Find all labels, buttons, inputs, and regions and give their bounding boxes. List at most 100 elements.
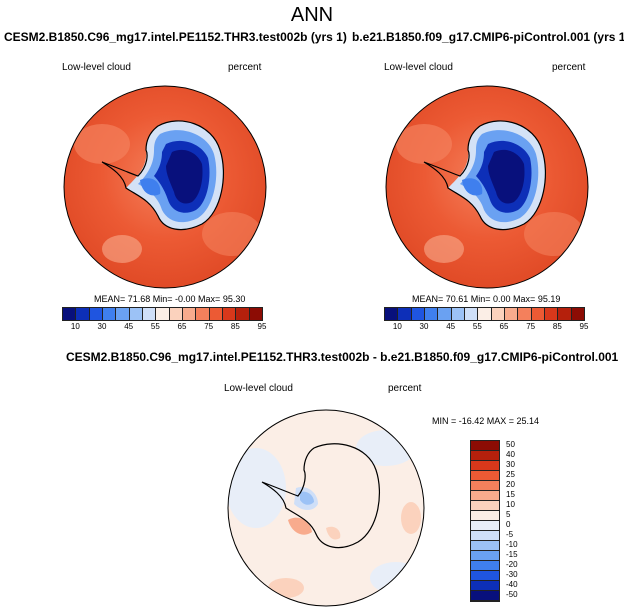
- colorbar-swatch: [385, 308, 399, 320]
- right-units-label: percent: [552, 62, 586, 73]
- colorbar-label: -30: [506, 570, 518, 579]
- colorbar-swatch: [504, 308, 519, 320]
- colorbar-label: 15: [506, 490, 515, 499]
- left-colorbar-labels: 10 30 45 55 65 75 85 95: [62, 322, 267, 332]
- colorbar-label: 10: [506, 500, 515, 509]
- colorbar-swatch: [471, 571, 499, 581]
- colorbar-label: 75: [526, 322, 536, 331]
- colorbar-label: 20: [506, 480, 515, 489]
- colorbar-label: 5: [506, 510, 511, 519]
- diff-colorbar-labels: 50 40 30 25 20 15 10 5 0 -5 -10 -15 -20 -30 -40 -50: [502, 440, 532, 600]
- diff-minmax: MIN = -16.42 MAX = 25.14: [432, 416, 540, 426]
- colorbar-swatch: [471, 451, 499, 461]
- colorbar-swatch: [398, 308, 412, 320]
- colorbar-swatch: [222, 308, 237, 320]
- right-polar-map: [385, 85, 589, 289]
- colorbar-swatch: [438, 308, 452, 320]
- colorbar-swatch: [102, 308, 117, 320]
- colorbar-label: 10: [70, 322, 80, 331]
- diff-panel-title: CESM2.B1850.C96_mg17.intel.PE1152.THR3.t…: [66, 350, 619, 364]
- colorbar-label: 45: [124, 322, 134, 331]
- colorbar-label: 55: [472, 322, 482, 331]
- colorbar-label: -10: [506, 540, 518, 549]
- colorbar-label: 55: [150, 322, 160, 331]
- left-units-label: percent: [228, 62, 262, 73]
- right-colorbar: [384, 307, 585, 321]
- left-panel-title: CESM2.B1850.C96_mg17.intel.PE1152.THR3.t…: [4, 30, 347, 44]
- right-colorbar-labels: 10 30 45 55 65 75 85 95: [384, 322, 589, 332]
- colorbar-label: 65: [499, 322, 509, 331]
- colorbar-swatch: [471, 561, 499, 571]
- colorbar-swatch: [76, 308, 90, 320]
- colorbar-swatch: [63, 308, 77, 320]
- colorbar-label: 95: [579, 322, 589, 331]
- colorbar-label: -50: [506, 590, 518, 599]
- colorbar-label: 25: [506, 470, 515, 479]
- colorbar-swatch: [182, 308, 197, 320]
- colorbar-label: 40: [506, 450, 515, 459]
- colorbar-label: 50: [506, 440, 515, 449]
- colorbar-swatch: [478, 308, 492, 320]
- colorbar-label: -15: [506, 550, 518, 559]
- colorbar-swatch: [558, 308, 572, 320]
- colorbar-label: 95: [257, 322, 267, 331]
- diff-variable-label: Low-level cloud: [224, 383, 293, 394]
- colorbar-label: 85: [230, 322, 240, 331]
- colorbar-swatch: [129, 308, 143, 320]
- colorbar-label: 85: [552, 322, 562, 331]
- colorbar-swatch: [156, 308, 170, 320]
- colorbar-swatch: [196, 308, 210, 320]
- colorbar-swatch: [471, 551, 499, 561]
- right-stats: MEAN= 70.61 Min= 0.00 Max= 95.19: [412, 294, 561, 304]
- colorbar-label: -20: [506, 560, 518, 569]
- right-panel-title: b.e21.B1850.f09_g17.CMIP6-piControl.001 …: [352, 30, 624, 44]
- colorbar-swatch: [471, 501, 499, 511]
- colorbar-swatch: [471, 461, 499, 471]
- diff-units-label: percent: [388, 383, 422, 394]
- colorbar-swatch: [471, 481, 499, 491]
- left-variable-label: Low-level cloud: [62, 62, 131, 73]
- colorbar-swatch: [249, 308, 263, 320]
- colorbar-swatch: [471, 531, 499, 541]
- colorbar-swatch: [411, 308, 425, 320]
- colorbar-label: 30: [506, 460, 515, 469]
- colorbar-swatch: [471, 471, 499, 481]
- colorbar-label: 65: [177, 322, 187, 331]
- colorbar-swatch: [471, 581, 499, 591]
- colorbar-swatch: [471, 441, 499, 451]
- colorbar-swatch: [424, 308, 439, 320]
- colorbar-swatch: [471, 491, 499, 501]
- diff-polar-map: [227, 409, 425, 607]
- colorbar-label: 30: [419, 322, 429, 331]
- colorbar-label: 0: [506, 520, 511, 529]
- colorbar-label: -40: [506, 580, 518, 589]
- diff-colorbar: [470, 440, 500, 602]
- left-stats: MEAN= 71.68 Min= -0.00 Max= 95.30: [94, 294, 246, 304]
- colorbar-swatch: [464, 308, 479, 320]
- colorbar-swatch: [491, 308, 505, 320]
- colorbar-label: 10: [392, 322, 402, 331]
- colorbar-swatch: [209, 308, 223, 320]
- colorbar-swatch: [471, 511, 499, 521]
- colorbar-swatch: [544, 308, 559, 320]
- colorbar-swatch: [451, 308, 465, 320]
- colorbar-swatch: [89, 308, 103, 320]
- colorbar-swatch: [518, 308, 532, 320]
- colorbar-label: 30: [97, 322, 107, 331]
- colorbar-swatch: [571, 308, 585, 320]
- page-title: ANN: [290, 4, 334, 26]
- right-variable-label: Low-level cloud: [384, 62, 453, 73]
- colorbar-swatch: [116, 308, 130, 320]
- colorbar-swatch: [142, 308, 157, 320]
- colorbar-swatch: [169, 308, 183, 320]
- left-colorbar: [62, 307, 263, 321]
- colorbar-label: -5: [506, 530, 514, 539]
- colorbar-swatch: [531, 308, 545, 320]
- colorbar-swatch: [471, 591, 499, 601]
- left-polar-map: [63, 85, 267, 289]
- colorbar-swatch: [471, 521, 499, 531]
- colorbar-label: 75: [204, 322, 214, 331]
- colorbar-swatch: [236, 308, 250, 320]
- colorbar-label: 45: [446, 322, 456, 331]
- colorbar-swatch: [471, 541, 499, 551]
